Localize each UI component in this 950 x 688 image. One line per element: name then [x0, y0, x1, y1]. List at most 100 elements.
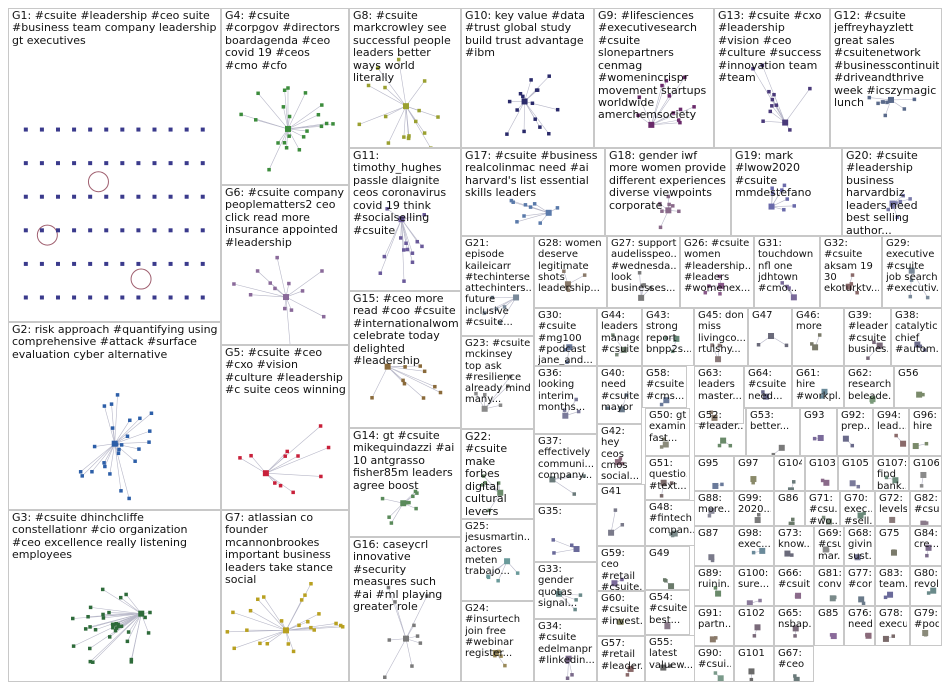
- network-node: [892, 549, 896, 553]
- network-node: [762, 393, 769, 400]
- group-label: G37: effectively communi... company...: [538, 436, 594, 481]
- network-node: [665, 622, 669, 626]
- network-node: [80, 474, 84, 478]
- network-node: [117, 447, 121, 452]
- network-node: [821, 388, 828, 395]
- edge: [108, 612, 142, 614]
- network-node: [620, 577, 624, 582]
- group-panel-g52: G52: #leader...: [694, 408, 746, 456]
- network-node: [55, 261, 60, 266]
- edge: [484, 385, 508, 410]
- network-node: [751, 480, 755, 485]
- network-node: [830, 633, 837, 640]
- network-node: [72, 161, 77, 166]
- network-node: [262, 595, 266, 599]
- network-node: [924, 441, 929, 446]
- network-node: [780, 281, 784, 285]
- network-node: [867, 95, 872, 100]
- network-node: [823, 479, 830, 486]
- network-node: [418, 364, 423, 368]
- edge: [553, 548, 577, 554]
- group-label: G65: nsbap...: [778, 608, 811, 631]
- group-panel-g93: G93: [800, 408, 837, 456]
- edge: [405, 106, 410, 138]
- group-label: G44: leaders manage #csuite...: [601, 310, 639, 355]
- network-node: [200, 228, 205, 233]
- edge: [265, 447, 329, 474]
- edge: [651, 80, 667, 125]
- network-node: [23, 295, 28, 300]
- group-panel-g54: G54: #csuite best...: [645, 590, 690, 635]
- group-graph-g23: [474, 374, 513, 412]
- network-node: [884, 475, 889, 480]
- edge: [553, 539, 577, 550]
- edge: [499, 297, 517, 323]
- edge: [285, 296, 324, 317]
- network-node: [286, 86, 290, 90]
- network-node: [664, 78, 669, 83]
- network-node: [23, 194, 28, 199]
- network-node: [538, 125, 542, 129]
- network-node: [300, 289, 305, 293]
- network-node: [614, 459, 621, 466]
- network-node: [566, 288, 571, 292]
- group-label: G97: [738, 458, 759, 469]
- edge: [394, 601, 407, 639]
- edge: [232, 612, 287, 631]
- group-graph-g87: [708, 554, 715, 563]
- network-node: [436, 115, 440, 119]
- network-node: [279, 619, 284, 623]
- edge: [82, 443, 115, 477]
- network-node: [104, 228, 109, 233]
- group-panel-g27: G27: support audelisspeo... #wednesda...…: [607, 236, 680, 308]
- network-node: [668, 583, 675, 589]
- group-label: G16: caseycrl innovative #security measu…: [353, 539, 443, 614]
- network-node: [124, 592, 128, 597]
- network-node: [275, 255, 279, 260]
- group-graph-g88: [707, 507, 715, 518]
- network-node: [790, 553, 794, 557]
- network-node: [168, 295, 173, 300]
- group-label: G10: key value #data #trust global study…: [465, 10, 586, 60]
- network-node: [664, 623, 671, 630]
- network-node: [648, 121, 655, 128]
- network-node: [660, 209, 664, 213]
- edge: [558, 593, 581, 596]
- network-node: [821, 515, 826, 520]
- network-node: [120, 228, 125, 233]
- network-node: [319, 124, 324, 129]
- group-panel-g72: G72: levels: [875, 491, 910, 526]
- network-node: [120, 161, 125, 166]
- group-graph-g1: [23, 127, 205, 300]
- group-graph-g33: [556, 590, 583, 612]
- group-label: G46: more: [796, 310, 822, 333]
- network-node: [413, 119, 418, 124]
- network-node: [886, 207, 890, 212]
- network-node: [72, 261, 77, 266]
- group-label: G24: #insurtech join free #webinar regis…: [465, 603, 521, 660]
- network-node: [125, 434, 130, 439]
- group-label: G85: [818, 608, 839, 619]
- network-node: [909, 278, 914, 282]
- group-label: G93: [804, 410, 825, 421]
- group-label: G7: atlassian co founder mcannonbrookes …: [225, 512, 333, 587]
- group-label: G63: leaders master...: [698, 368, 741, 402]
- group-graph-g68: [854, 554, 861, 561]
- network-node: [787, 286, 791, 290]
- edge: [250, 294, 287, 298]
- network-node: [138, 610, 145, 617]
- network-node: [855, 290, 859, 295]
- group-label: G105: [842, 458, 869, 469]
- edge: [255, 119, 289, 130]
- network-node: [515, 220, 519, 224]
- edge: [92, 613, 142, 663]
- network-node: [891, 205, 895, 209]
- network-node: [415, 239, 420, 244]
- network-node: [720, 437, 727, 444]
- network-node: [751, 66, 755, 71]
- network-node: [671, 530, 678, 537]
- network-node: [120, 261, 125, 266]
- network-node: [136, 194, 141, 199]
- edge: [651, 85, 663, 125]
- network-node: [287, 114, 292, 119]
